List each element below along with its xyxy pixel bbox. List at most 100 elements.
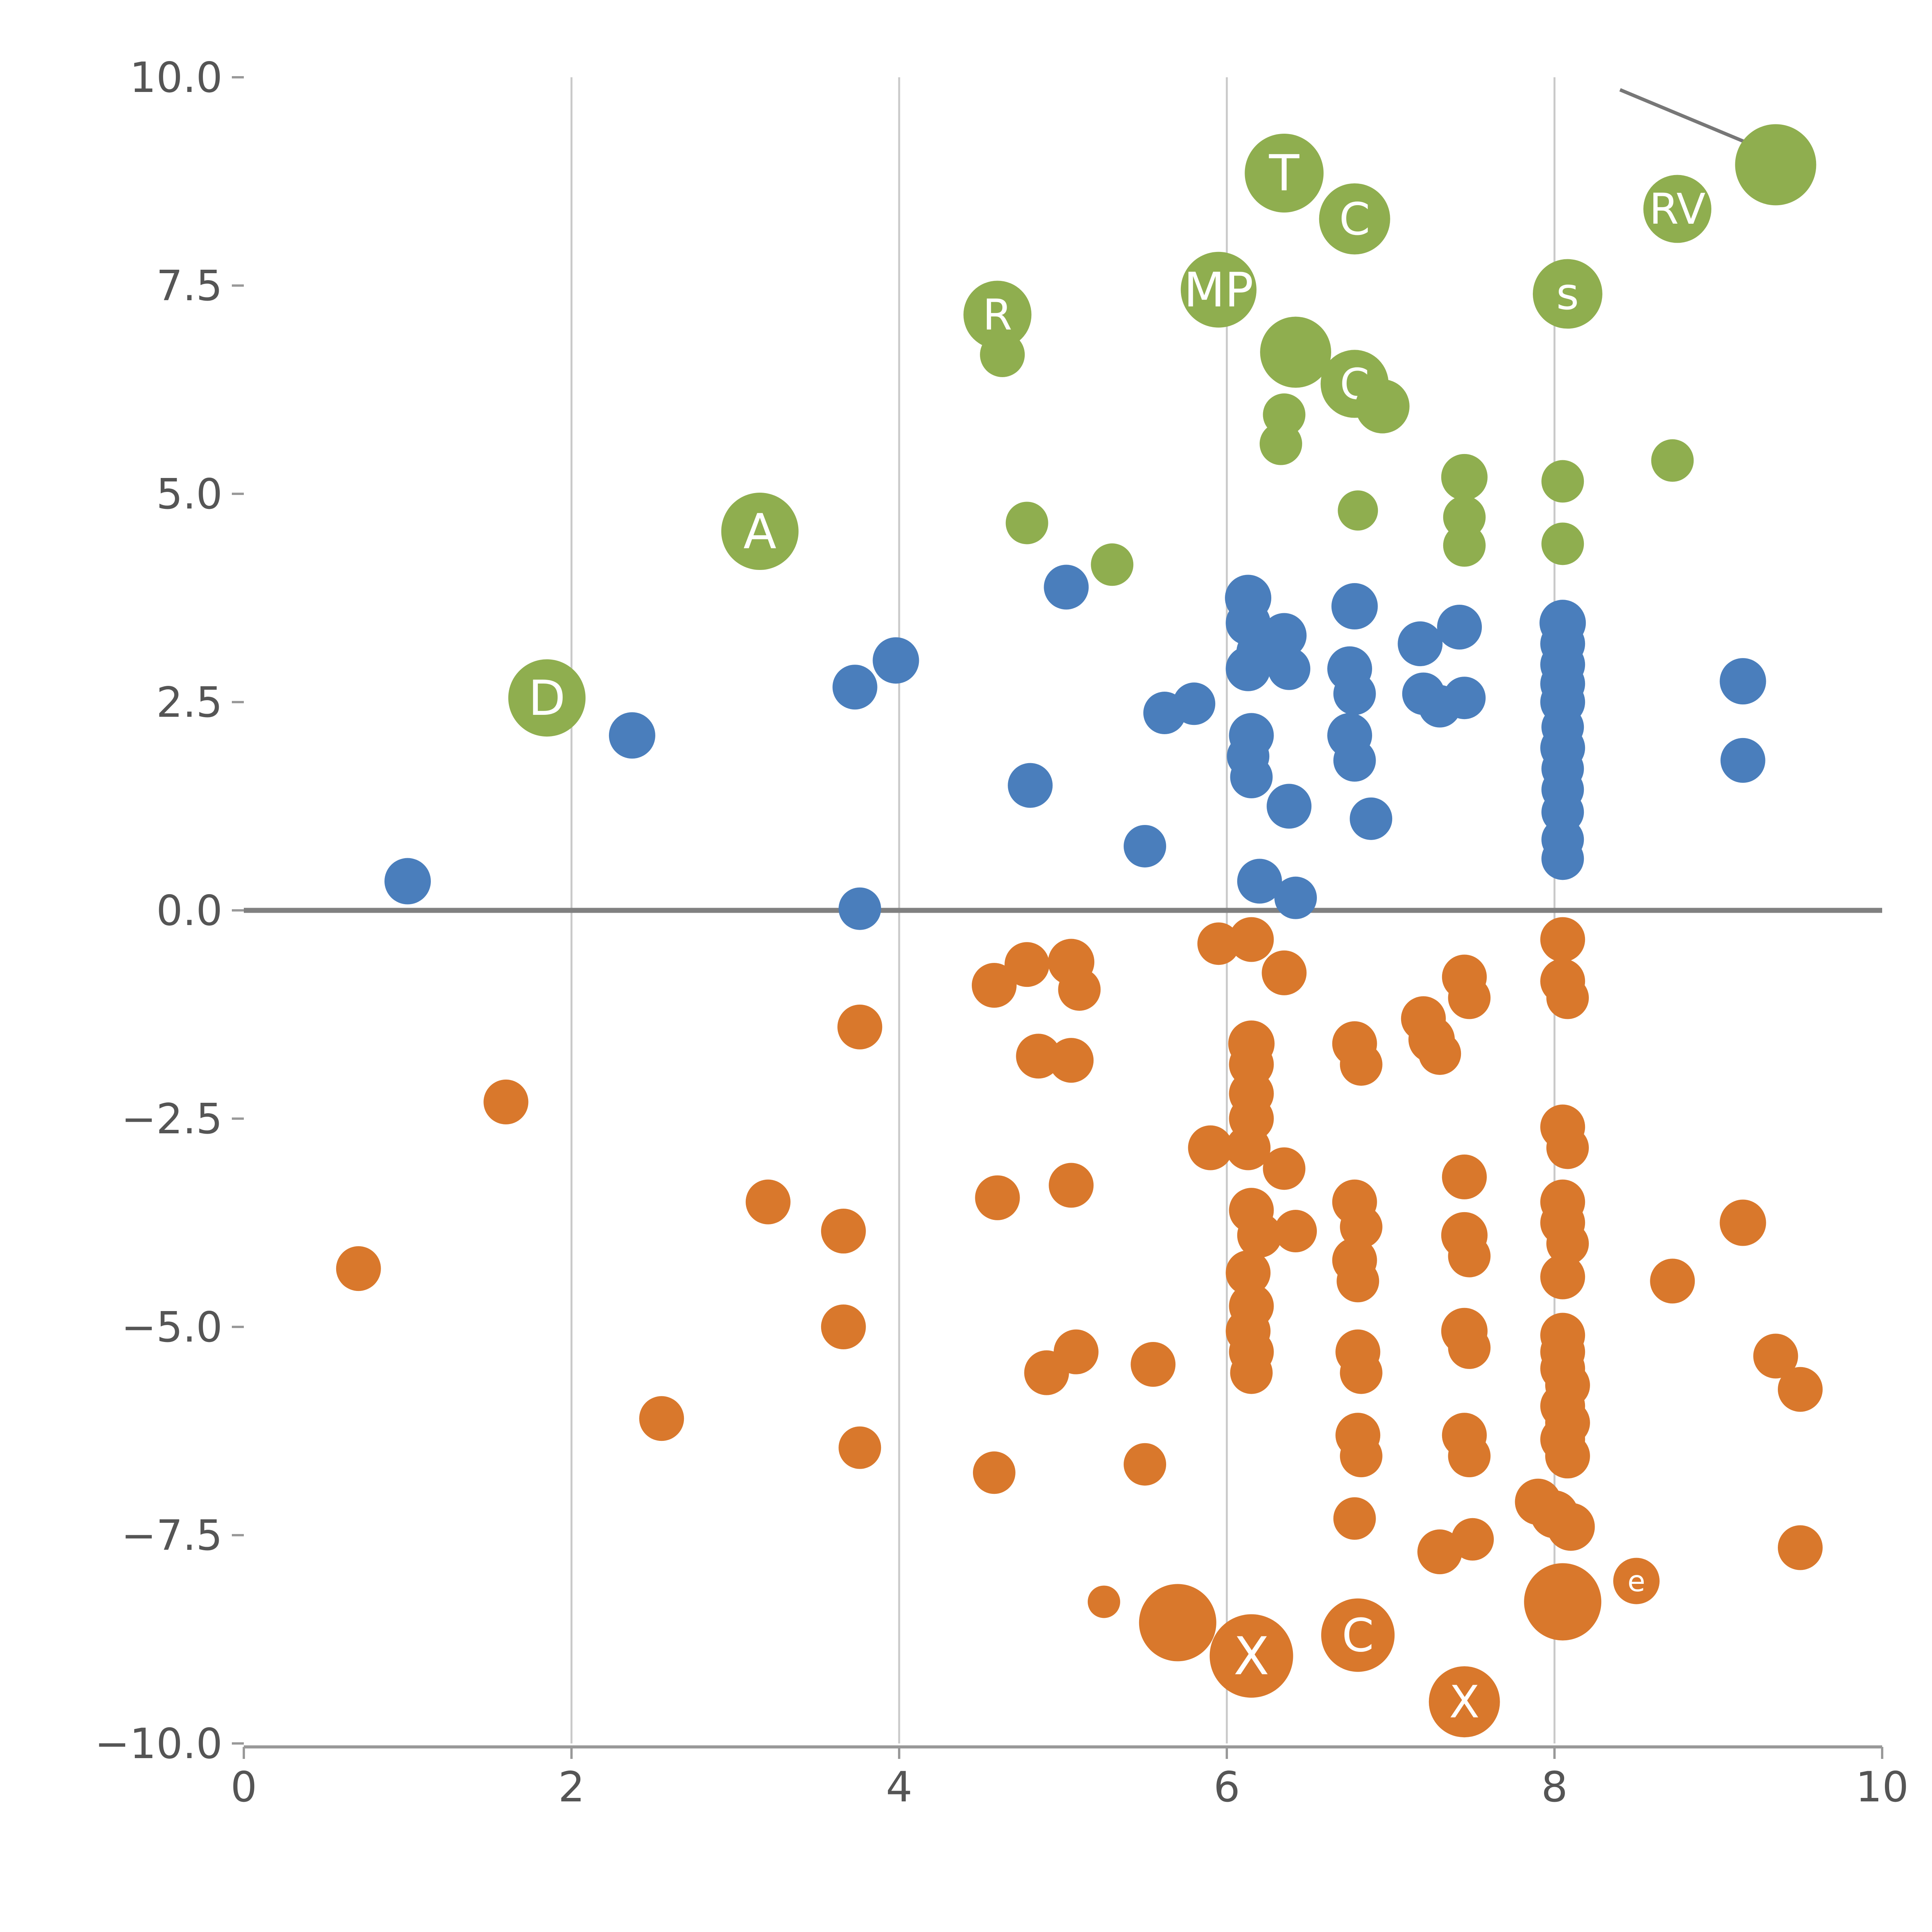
data-point-blue: [1437, 604, 1482, 650]
data-point-orange: [1340, 1351, 1383, 1394]
data-point-orange: [1442, 1154, 1487, 1199]
y-tick-label: 5.0: [156, 470, 223, 519]
data-point-blue: [872, 637, 919, 684]
annotation-line: [1619, 88, 1767, 152]
data-point-green: [1091, 543, 1134, 586]
data-point-orange: [973, 1451, 1015, 1494]
y-tick-label: −10.0: [95, 1720, 223, 1768]
data-point-green: [1245, 133, 1324, 213]
bubble-label: C: [1342, 1609, 1374, 1662]
data-point-orange: [1004, 942, 1049, 987]
x-tick-label: 0: [231, 1763, 257, 1811]
data-point-green: [1005, 502, 1048, 544]
data-point-orange: [1650, 1259, 1695, 1304]
data-point-blue: [1044, 565, 1089, 610]
data-point-orange: [1209, 1614, 1293, 1698]
data-point-orange: [1429, 1666, 1500, 1738]
data-point-orange: [745, 1179, 791, 1225]
data-point-orange: [1337, 1260, 1379, 1303]
data-point-green: [980, 332, 1025, 377]
data-point-blue: [838, 887, 881, 930]
data-point-orange: [1545, 1434, 1590, 1479]
data-point-orange: [1263, 1147, 1306, 1190]
data-point-orange: [1613, 1558, 1660, 1604]
data-point-blue: [1274, 876, 1317, 919]
data-point-orange: [1049, 1038, 1094, 1083]
data-point-green: [1180, 252, 1257, 328]
data-point-orange: [1262, 950, 1307, 995]
data-point-orange: [1546, 1126, 1589, 1169]
data-point-orange: [1340, 1206, 1383, 1248]
x-tick-label: 2: [558, 1763, 585, 1811]
data-point-orange: [1448, 976, 1491, 1019]
data-point-blue: [1398, 621, 1443, 667]
data-point-orange: [1274, 1210, 1317, 1253]
data-point-green: [1532, 259, 1602, 329]
data-point-orange: [1778, 1525, 1823, 1570]
data-point-green: [963, 281, 1032, 349]
y-tick-label: 10.0: [130, 54, 223, 102]
data-point-orange: [1547, 1503, 1595, 1551]
data-point-green: [1355, 379, 1410, 434]
data-point-orange: [639, 1396, 684, 1441]
x-tick-label: 8: [1541, 1763, 1568, 1811]
data-point-orange: [1230, 1351, 1273, 1394]
bubble-label: e: [1628, 1564, 1645, 1598]
data-point-orange: [1546, 976, 1589, 1019]
data-point-orange: [1049, 1163, 1094, 1208]
bubble-label: X: [1233, 1626, 1269, 1687]
data-point-orange: [1418, 1032, 1461, 1075]
data-point-green: [1541, 460, 1584, 503]
data-point-blue: [1226, 646, 1271, 691]
data-point-blue: [1124, 825, 1166, 867]
data-point-blue: [384, 858, 431, 905]
data-point-blue: [1262, 613, 1307, 658]
data-point-orange: [1448, 1435, 1491, 1478]
data-point-orange: [1524, 1563, 1602, 1641]
data-point-orange: [971, 963, 1017, 1008]
y-tick-label: 7.5: [156, 262, 223, 310]
data-point-green: [1643, 175, 1711, 243]
data-point-orange: [1340, 1043, 1383, 1086]
y-tick-label: −5.0: [121, 1303, 223, 1352]
data-point-blue: [1331, 583, 1378, 630]
data-point-green: [1443, 524, 1486, 567]
bubble-label: T: [1269, 145, 1299, 202]
y-tick-label: −7.5: [121, 1512, 223, 1560]
data-point-orange: [1131, 1342, 1176, 1387]
bubble-label: D: [528, 670, 565, 726]
data-point-orange: [1237, 1213, 1282, 1258]
data-point-orange: [1778, 1367, 1823, 1412]
bubble-label: R: [983, 290, 1012, 340]
data-point-blue: [609, 712, 655, 759]
data-point-orange: [483, 1079, 529, 1124]
data-point-green: [508, 659, 586, 737]
data-point-orange: [1226, 1250, 1271, 1295]
data-point-orange: [1088, 1585, 1120, 1618]
data-point-blue: [1267, 784, 1312, 829]
data-point-blue: [1541, 837, 1584, 880]
y-tick-label: 0.0: [156, 887, 223, 935]
bubble-label: RV: [1649, 184, 1706, 234]
data-point-orange: [1188, 1125, 1233, 1170]
data-point-orange: [1719, 1199, 1766, 1246]
data-point-blue: [1443, 677, 1486, 719]
data-point-orange: [1540, 917, 1585, 962]
data-point-orange: [1540, 1254, 1585, 1299]
data-point-blue: [1230, 756, 1273, 799]
bubble-label: MP: [1184, 263, 1253, 318]
data-point-green: [1651, 439, 1694, 482]
data-point-blue: [1720, 738, 1765, 783]
data-point-orange: [1229, 917, 1274, 962]
data-point-orange: [1226, 1125, 1271, 1170]
x-tick-label: 4: [886, 1763, 913, 1811]
data-point-orange: [975, 1175, 1020, 1220]
bubble-label: s: [1556, 269, 1579, 320]
data-point-orange: [1417, 1529, 1463, 1575]
data-point-orange: [838, 1426, 881, 1469]
bubble-label: C: [1339, 194, 1370, 245]
bubble-label: X: [1449, 1676, 1480, 1728]
y-tick-label: 2.5: [156, 679, 223, 727]
data-point-orange: [1333, 1497, 1376, 1540]
